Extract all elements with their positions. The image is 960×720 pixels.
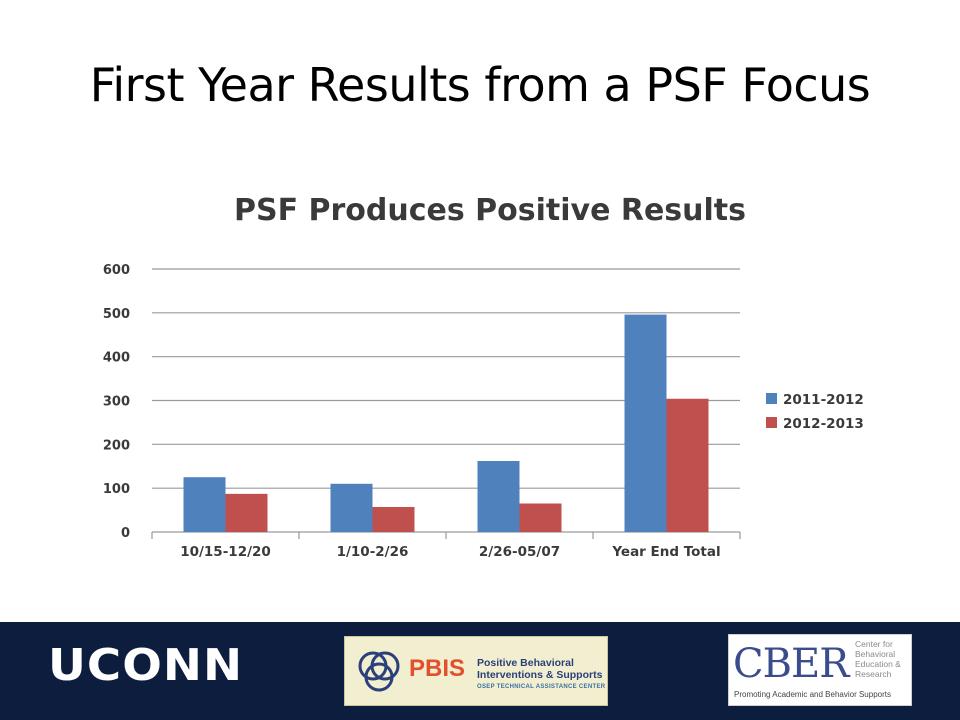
bar-2011-2012-Year End Total xyxy=(624,314,667,532)
bar-2012-2013-2/26-05/07 xyxy=(519,503,562,532)
legend-label: 2012-2013 xyxy=(783,416,864,432)
bars xyxy=(183,314,709,532)
y-tick-label: 600 xyxy=(103,263,130,278)
y-axis-ticks: 0 100 200 300 400 500 600 xyxy=(103,263,130,541)
chart-title: PSF Produces Positive Results xyxy=(234,193,746,228)
gridlines xyxy=(151,268,741,539)
x-tick-label: 10/15-12/20 xyxy=(180,544,271,560)
cber-logo: CBER Center for Behavioral Education & R… xyxy=(728,634,912,706)
legend-swatch xyxy=(766,417,777,428)
cber-tagline: Promoting Academic and Behavior Supports xyxy=(734,690,891,699)
legend-label: 2011-2012 xyxy=(783,392,864,408)
legend: 2011-2012 2012-2013 xyxy=(766,392,864,432)
pbis-line-2: Interventions & Supports xyxy=(477,669,603,681)
x-axis-ticks: 10/15-12/20 1/10-2/26 2/26-05/07 Year End T… xyxy=(180,544,720,560)
cber-description: Center for Behavioral Education & Resear… xyxy=(855,639,901,679)
x-tick-label: 2/26-05/07 xyxy=(479,544,560,560)
pbis-logo: PBIS Positive Behavioral Interventions &… xyxy=(344,636,608,706)
bar-2012-2013-Year End Total xyxy=(666,398,709,532)
bar-2011-2012-2/26-05/07 xyxy=(477,460,520,532)
legend-swatch xyxy=(766,393,777,404)
pbis-wordmark: PBIS xyxy=(409,655,466,682)
cber-wordmark: CBER xyxy=(733,641,849,687)
bar-2011-2012-10/15-12/20 xyxy=(183,477,226,532)
pbis-line-3: OSEP TECHNICAL ASSISTANCE CENTER xyxy=(477,684,606,690)
y-tick-label: 100 xyxy=(103,482,130,497)
bar-2011-2012-1/10-2/26 xyxy=(330,483,373,532)
bar-chart: PSF Produces Positive Results 0 100 200 300… xyxy=(103,193,864,560)
chart-container: PSF Produces Positive Results 0 100 200 300… xyxy=(80,178,900,578)
footer-divider xyxy=(0,619,960,622)
bar-2012-2013-1/10-2/26 xyxy=(372,507,415,532)
slide-title: First Year Results from a PSF Focus xyxy=(89,58,871,112)
bar-2012-2013-10/15-12/20 xyxy=(225,493,268,532)
x-tick-label: 1/10-2/26 xyxy=(337,544,409,560)
uconn-logo: UCONN xyxy=(48,640,244,691)
x-tick-label: Year End Total xyxy=(611,544,720,560)
y-tick-label: 400 xyxy=(103,351,130,366)
pbis-rings-icon xyxy=(358,651,400,692)
y-tick-label: 200 xyxy=(103,438,130,453)
y-tick-label: 500 xyxy=(103,307,130,322)
pbis-line-1: Positive Behavioral xyxy=(477,657,574,669)
y-tick-label: 300 xyxy=(103,395,130,410)
y-tick-label: 0 xyxy=(121,526,130,541)
